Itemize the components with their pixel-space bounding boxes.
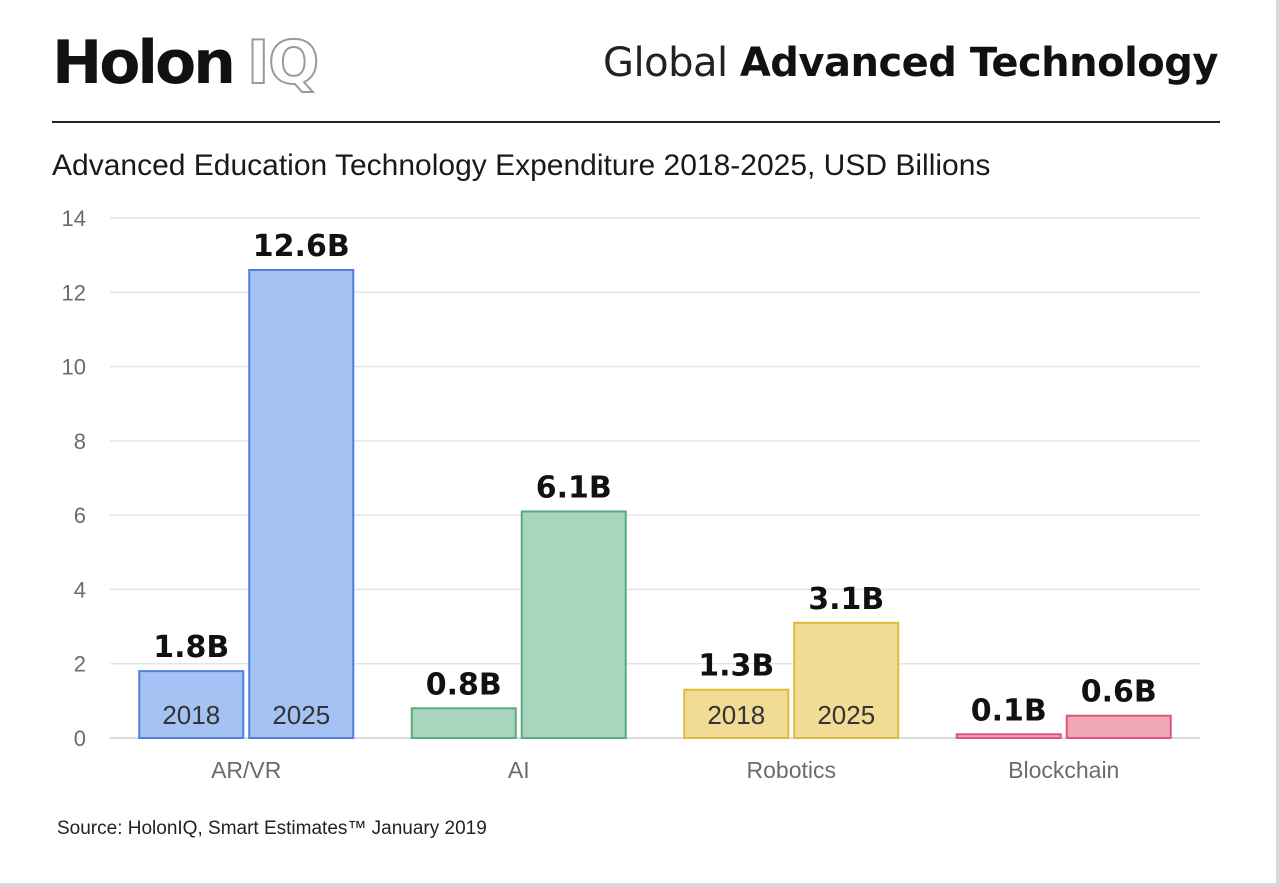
data-label: 1.8B <box>153 630 229 665</box>
header-title: Global Advanced Technology <box>602 38 1219 88</box>
bar <box>1065 714 1172 740</box>
data-label: 3.1B <box>808 582 884 617</box>
bar-year-label: 2025 <box>272 700 330 730</box>
bar-year-label: 2018 <box>162 700 220 730</box>
bar-year-label: 2025 <box>817 700 875 730</box>
holoniq-logo: Holon IQ <box>52 28 320 98</box>
logo-accent-text: IQ <box>246 28 320 98</box>
x-category-label: AI <box>508 757 530 783</box>
x-category-label: AR/VR <box>211 757 281 783</box>
data-label: 0.8B <box>426 667 502 702</box>
data-label: 0.6B <box>1081 675 1157 710</box>
bar <box>520 510 627 739</box>
data-label: 1.3B <box>698 649 774 684</box>
bar <box>248 269 355 739</box>
y-tick-label: 2 <box>74 652 86 677</box>
data-label: 12.6B <box>253 229 350 264</box>
data-label: 0.1B <box>971 693 1047 728</box>
y-tick-label: 8 <box>74 429 86 454</box>
chart-title: Advanced Education Technology Expenditur… <box>52 149 991 182</box>
x-category-label: Blockchain <box>1008 757 1119 783</box>
bar <box>955 733 1062 739</box>
x-category-label: Robotics <box>747 757 836 783</box>
y-tick-label: 10 <box>62 355 86 380</box>
source-note: Source: HolonIQ, Smart Estimates™ Januar… <box>57 818 487 839</box>
y-tick-label: 12 <box>62 280 86 305</box>
y-tick-label: 4 <box>74 577 86 602</box>
header-title-light: Global <box>602 40 728 86</box>
y-tick-label: 0 <box>74 726 86 751</box>
bar <box>793 621 900 739</box>
header-divider <box>52 121 1220 123</box>
data-label: 6.1B <box>536 470 612 505</box>
logo-main-text: Holon <box>52 28 236 98</box>
bar <box>683 688 790 740</box>
y-tick-label: 6 <box>74 503 86 528</box>
bar <box>410 707 517 739</box>
header-title-bold: Advanced Technology <box>739 40 1219 86</box>
bar-chart: 0 2 4 6 8 10 12 14 1.8B 2018 12.6B 2025 AR/VR 0.8B 6.1… <box>62 206 1200 783</box>
bar-year-label: 2018 <box>707 700 765 730</box>
y-tick-label: 14 <box>62 206 86 231</box>
bar <box>138 670 245 740</box>
